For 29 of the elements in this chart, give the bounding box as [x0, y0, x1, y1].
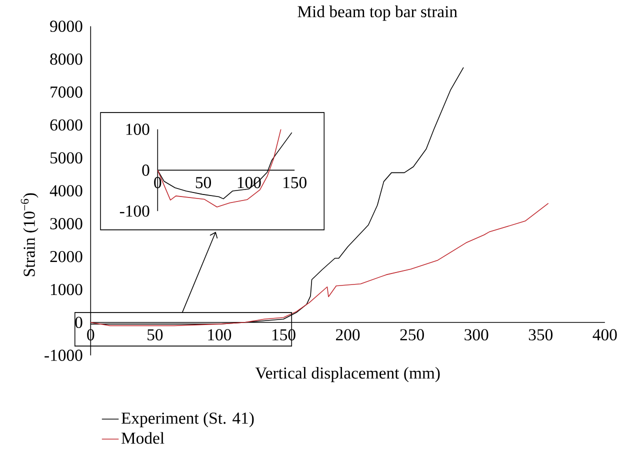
legend-label: Experiment (St. 41) [121, 412, 254, 428]
chart-title: Mid beam top bar strain [298, 5, 458, 20]
y-axis-title: Strain (10$^{−6}$) [20, 193, 38, 276]
y-tick-label: 7000 [50, 86, 82, 98]
y-tick-label: -100 [120, 205, 150, 217]
y-tick-label: 8000 [50, 53, 82, 65]
x-tick-label: 300 [464, 328, 488, 340]
x-axis-title: Vertical displacement (mm) [255, 366, 440, 382]
y-tick-label: 6000 [50, 119, 82, 130]
y-tick-label: 0 [142, 164, 150, 176]
x-tick-label: 100 [208, 328, 232, 340]
y-tick-label: 4000 [50, 184, 82, 196]
y-tick-label: 3000 [50, 218, 82, 230]
y-tick-label: 100 [126, 123, 150, 135]
x-tick-label: 250 [400, 328, 424, 340]
x-tick-label: 400 [592, 328, 617, 340]
y-tick-label: 2000 [50, 250, 82, 262]
y-tick-label: 9000 [50, 20, 82, 32]
x-tick-label: 350 [528, 328, 553, 340]
x-tick-label: 50 [196, 176, 211, 188]
y-tick-label: 1000 [51, 284, 82, 295]
y-tick-label: 5000 [50, 152, 82, 164]
x-tick-label: 200 [336, 328, 360, 340]
x-tick-label: 50 [148, 328, 163, 340]
x-tick-label: 150 [284, 176, 306, 188]
legend-label: Model [121, 432, 164, 444]
line-series [90, 202, 549, 326]
y-tick-label: 0 [75, 316, 82, 328]
y-tick-label: -1000 [44, 349, 82, 361]
